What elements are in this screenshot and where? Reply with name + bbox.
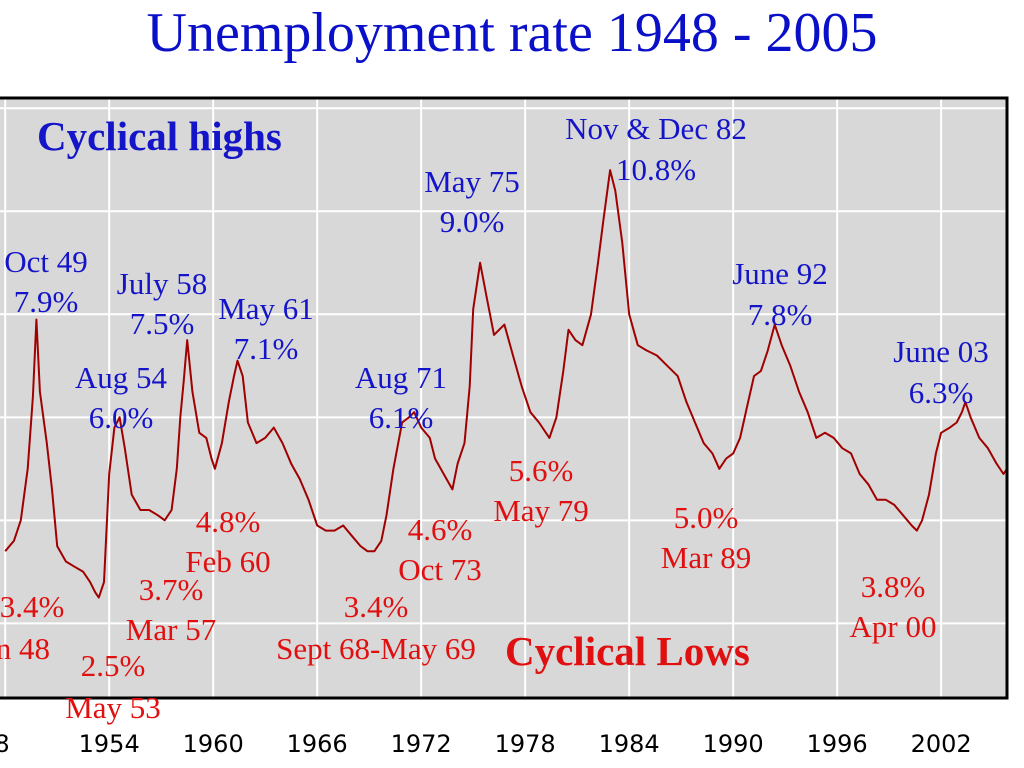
low-date-label: Mar 57: [126, 612, 216, 647]
high-value-label: 7.8%: [748, 297, 813, 332]
high-date-label: Nov & Dec 82: [565, 111, 747, 146]
low-value-label: 5.6%: [509, 453, 574, 488]
high-date-label: June 03: [893, 334, 989, 369]
x-tick-label: 1990: [703, 730, 764, 758]
low-value-label: 4.6%: [408, 512, 473, 547]
x-tick-label: 1984: [599, 730, 660, 758]
x-tick-label: 1978: [495, 730, 556, 758]
low-value-label: 2.5%: [81, 648, 146, 683]
low-date-label: May 79: [493, 493, 589, 528]
chart-title: Unemployment rate 1948 - 2005: [146, 2, 878, 64]
high-date-label: May 61: [218, 291, 314, 326]
low-date-label: Oct 73: [398, 552, 482, 587]
high-date-label: Aug 71: [355, 360, 447, 395]
x-tick-label: 2002: [911, 730, 972, 758]
plot-background: [0, 98, 1007, 698]
low-date-label: Feb 60: [185, 544, 270, 579]
x-tick-label: 1996: [807, 730, 868, 758]
high-value-label: 7.5%: [130, 306, 195, 341]
series-line-unemployment: [4, 169, 1008, 599]
x-tick-label-partial: 8: [0, 730, 10, 758]
low-date-label: Mar 89: [661, 540, 751, 575]
gridlines: [0, 98, 1007, 698]
high-value-label: 9.0%: [440, 204, 505, 239]
high-value-label: 10.8%: [616, 152, 696, 187]
high-value-label: 6.1%: [369, 400, 434, 435]
high-date-label: May 75: [424, 164, 520, 199]
high-value-label: 7.1%: [234, 331, 299, 366]
high-date-label: June 92: [732, 256, 828, 291]
x-tick-label: 1954: [79, 730, 140, 758]
high-value-label: 7.9%: [14, 284, 79, 319]
plot-frame: [0, 96, 1009, 700]
cyclical-highs-label: Cyclical highs: [37, 113, 282, 159]
low-date-label: Sept 68-May 69: [276, 631, 476, 666]
low-value-label: 4.8%: [196, 504, 261, 539]
x-tick-label: 1960: [183, 730, 244, 758]
low-value-label: 3.4%: [344, 589, 409, 624]
cyclical-lows-label: Cyclical Lows: [505, 628, 750, 674]
high-value-label: 6.0%: [89, 400, 154, 435]
low-date-label: May 53: [65, 690, 161, 725]
low-value-label: 3.7%: [139, 572, 204, 607]
low-value-label: 3.8%: [861, 569, 926, 604]
low-value-label: 5.0%: [674, 500, 739, 535]
high-value-label: 6.3%: [909, 375, 974, 410]
high-date-label: Oct 49: [4, 244, 88, 279]
annotations: Oct 49 7.9% July 58 7.5% May 61 7.1% Aug 54 6.0…: [0, 111, 989, 725]
low-value-label: 3.4%: [0, 589, 64, 624]
low-date-label: Apr 00: [850, 609, 937, 644]
high-date-label: Aug 54: [75, 360, 168, 395]
x-axis-tick-labels: 8 1954 1960 1966 1972 1978 1984 1990 1996 2002: [0, 730, 972, 758]
x-tick-label: 1966: [287, 730, 348, 758]
x-tick-label: 1972: [391, 730, 452, 758]
low-date-label: Jan 48: [0, 631, 50, 666]
high-date-label: July 58: [117, 266, 207, 301]
